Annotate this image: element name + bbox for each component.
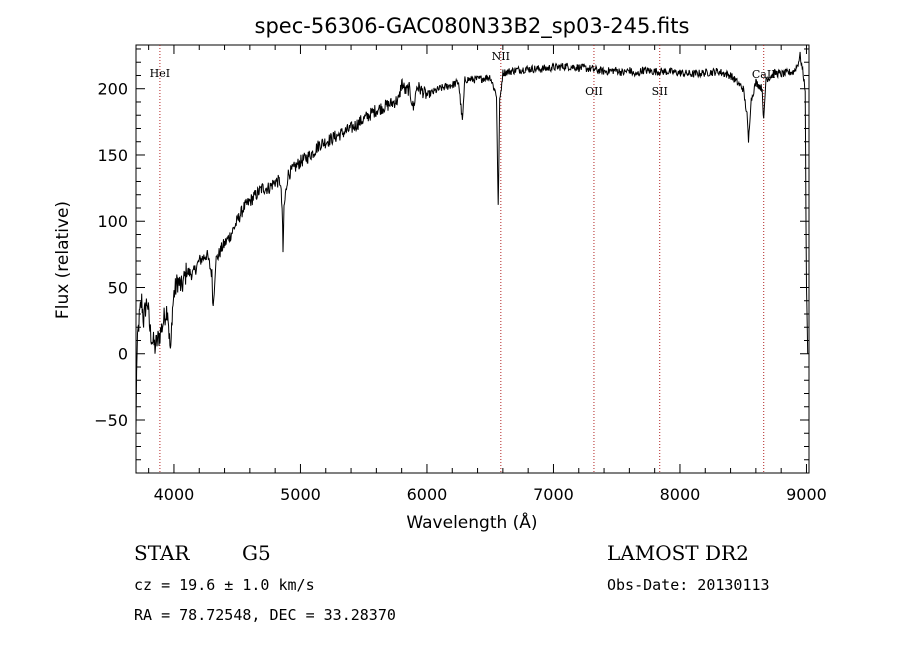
- y-axis-label: Flux (relative): [53, 201, 73, 319]
- x-tick-label: 9000: [786, 485, 827, 504]
- spectral-line-markers: HeI NII OII SII CaII: [150, 45, 776, 473]
- line-marker-label: SII: [652, 85, 668, 98]
- coordinates-text: RA = 78.72548, DEC = 33.28370: [134, 606, 396, 624]
- x-axis-ticks: 4000 5000 6000 7000 8000 9000: [148, 45, 827, 504]
- y-tick-label: 0: [118, 345, 128, 364]
- line-marker-label: HeI: [150, 67, 170, 80]
- spectrum-series-line: [135, 51, 809, 430]
- x-tick-label: 6000: [407, 485, 448, 504]
- chart-title: spec-56306-GAC080N33B2_sp03-245.fits: [255, 14, 690, 39]
- object-subclass: G5: [242, 541, 271, 565]
- x-tick-label: 4000: [154, 485, 195, 504]
- y-tick-label: 100: [97, 212, 128, 231]
- y-axis-ticks: −50 0 50 100 150 200: [94, 48, 809, 461]
- x-tick-label: 5000: [280, 485, 321, 504]
- object-class: STAR: [134, 541, 190, 565]
- plot-area: 4000 5000 6000 7000 8000 9000 −50 0 50 100 150 200…: [94, 44, 827, 504]
- x-axis-label: Wavelength (Å): [406, 511, 537, 533]
- observation-date: Obs-Date: 20130113: [607, 576, 770, 594]
- spectrum-info: STAR G5 cz = 19.6 ± 1.0 km/s RA = 78.725…: [134, 541, 770, 624]
- redshift-text: cz = 19.6 ± 1.0 km/s: [134, 576, 315, 594]
- plot-frame: [135, 44, 810, 474]
- y-tick-label: −50: [94, 411, 128, 430]
- line-marker-label: NII: [492, 50, 510, 63]
- line-marker-label: CaII: [752, 68, 776, 81]
- line-marker-label: OII: [585, 85, 603, 98]
- y-tick-label: 200: [97, 80, 128, 99]
- x-tick-label: 7000: [533, 485, 574, 504]
- y-tick-label: 150: [97, 146, 128, 165]
- y-tick-label: 50: [108, 278, 128, 297]
- x-tick-label: 8000: [660, 485, 701, 504]
- survey-name: LAMOST DR2: [607, 541, 749, 565]
